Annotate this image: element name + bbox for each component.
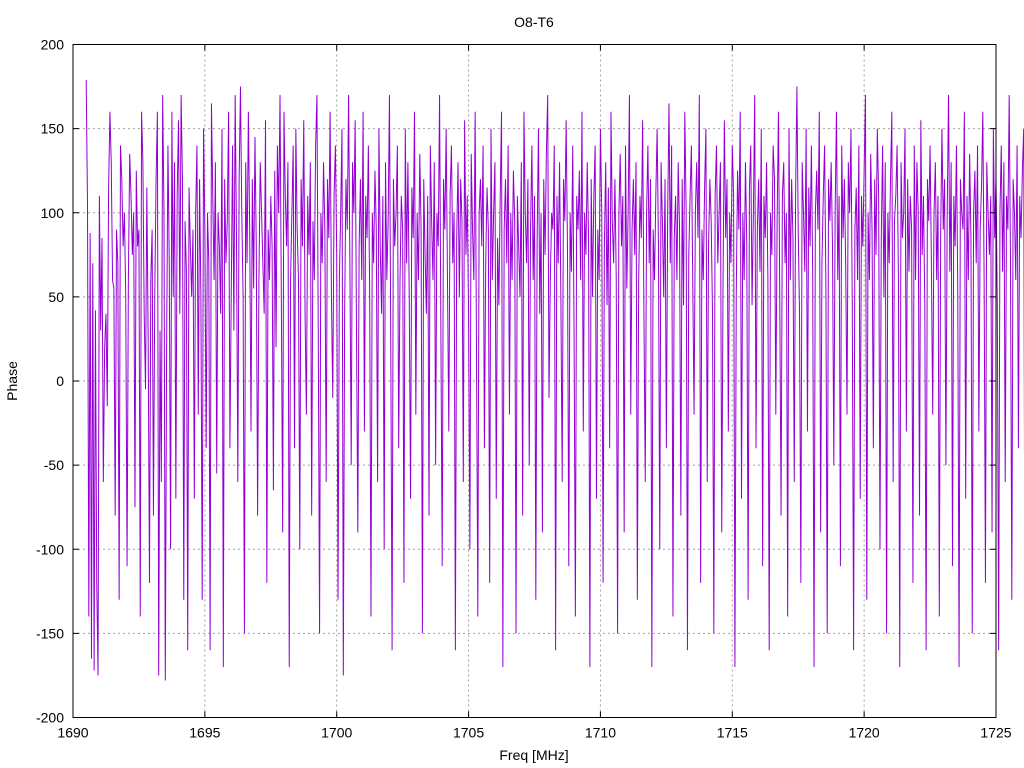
x-tick-label: 1705: [453, 725, 484, 741]
y-tick-label: 0: [56, 373, 64, 389]
axis-ticks: [72, 44, 997, 718]
y-tick-label: -150: [36, 625, 64, 641]
y-tick-label: 150: [41, 121, 65, 137]
x-axis-label: Freq [MHz]: [499, 747, 568, 763]
y-tick-label: 50: [48, 289, 64, 305]
x-tick-label: 1715: [717, 725, 748, 741]
chart-title: O8-T6: [514, 14, 554, 30]
y-tick-labels: -200 -150 -100 -50 0 50 100 150 200: [36, 37, 64, 726]
y-axis-label: Phase: [4, 361, 20, 401]
series-line-0: [85, 79, 1024, 681]
y-tick-label: 100: [41, 205, 65, 221]
x-tick-label: 1695: [189, 725, 220, 741]
y-tick-label: -50: [44, 457, 64, 473]
plot-area: [85, 79, 1024, 681]
x-tick-labels: 1690 1695 1700 1705 1710 1715 1720 1725: [57, 725, 1011, 741]
y-tick-label: -100: [36, 541, 64, 557]
x-tick-label: 1720: [849, 725, 880, 741]
x-tick-label: 1725: [980, 725, 1011, 741]
x-tick-label: 1710: [585, 725, 616, 741]
x-tick-label: 1690: [57, 725, 88, 741]
y-tick-label: -200: [36, 710, 64, 726]
y-tick-label: 200: [41, 37, 65, 53]
x-tick-label: 1700: [321, 725, 352, 741]
